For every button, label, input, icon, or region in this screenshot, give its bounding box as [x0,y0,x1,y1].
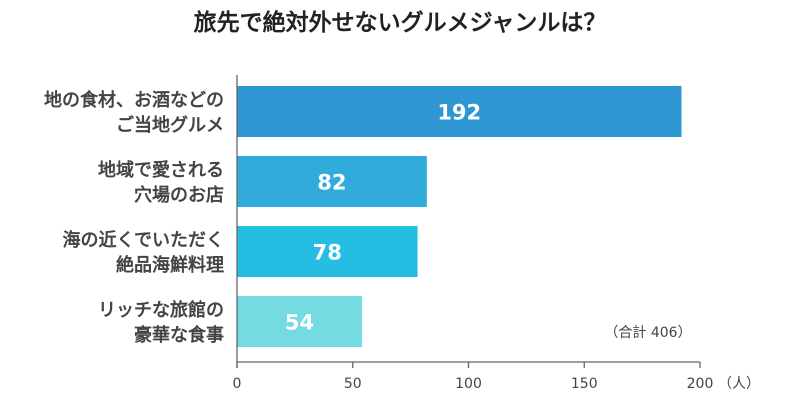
category-label: ご当地グルメ [116,114,224,136]
bars-group: 192 82 78 54 [237,86,682,347]
category-labels-group: 地の食材、お酒などのご当地グルメ地域で愛される穴場のお店海の近くでいただく絶品海… [44,89,224,346]
bar [237,226,418,277]
x-tick-label: 50 [344,376,362,392]
x-tick-label: 0 [233,376,242,392]
bar-value-label: 54 [285,311,314,335]
x-tick-label: 150 [571,376,598,392]
category-label: 穴場のお店 [134,184,224,206]
bar-value-label: 78 [313,241,342,265]
x-axis: 0 50 100 150 200 （人） [233,75,760,392]
category-label: 海の近くでいただく [63,229,224,251]
bar [237,296,363,347]
chart-title: 旅先で絶対外せないグルメジャンルは？ [194,9,607,36]
bar [237,86,682,137]
x-tick-label: 100 [455,376,482,392]
category-label: 絶品海鮮料理 [116,254,224,276]
category-label: 地域で愛される [98,159,224,181]
category-label: 豪華な食事 [134,324,224,346]
bar [237,156,427,207]
total-annotation: （合計 406） [604,325,691,341]
category-label: 地の食材、お酒などの [44,89,224,111]
x-unit-label: （人） [718,376,760,392]
x-tick-label: 200 [687,376,714,392]
category-label: リッチな旅館の [98,299,224,321]
bar-value-label: 192 [437,101,481,125]
bar-value-label: 82 [317,171,346,195]
